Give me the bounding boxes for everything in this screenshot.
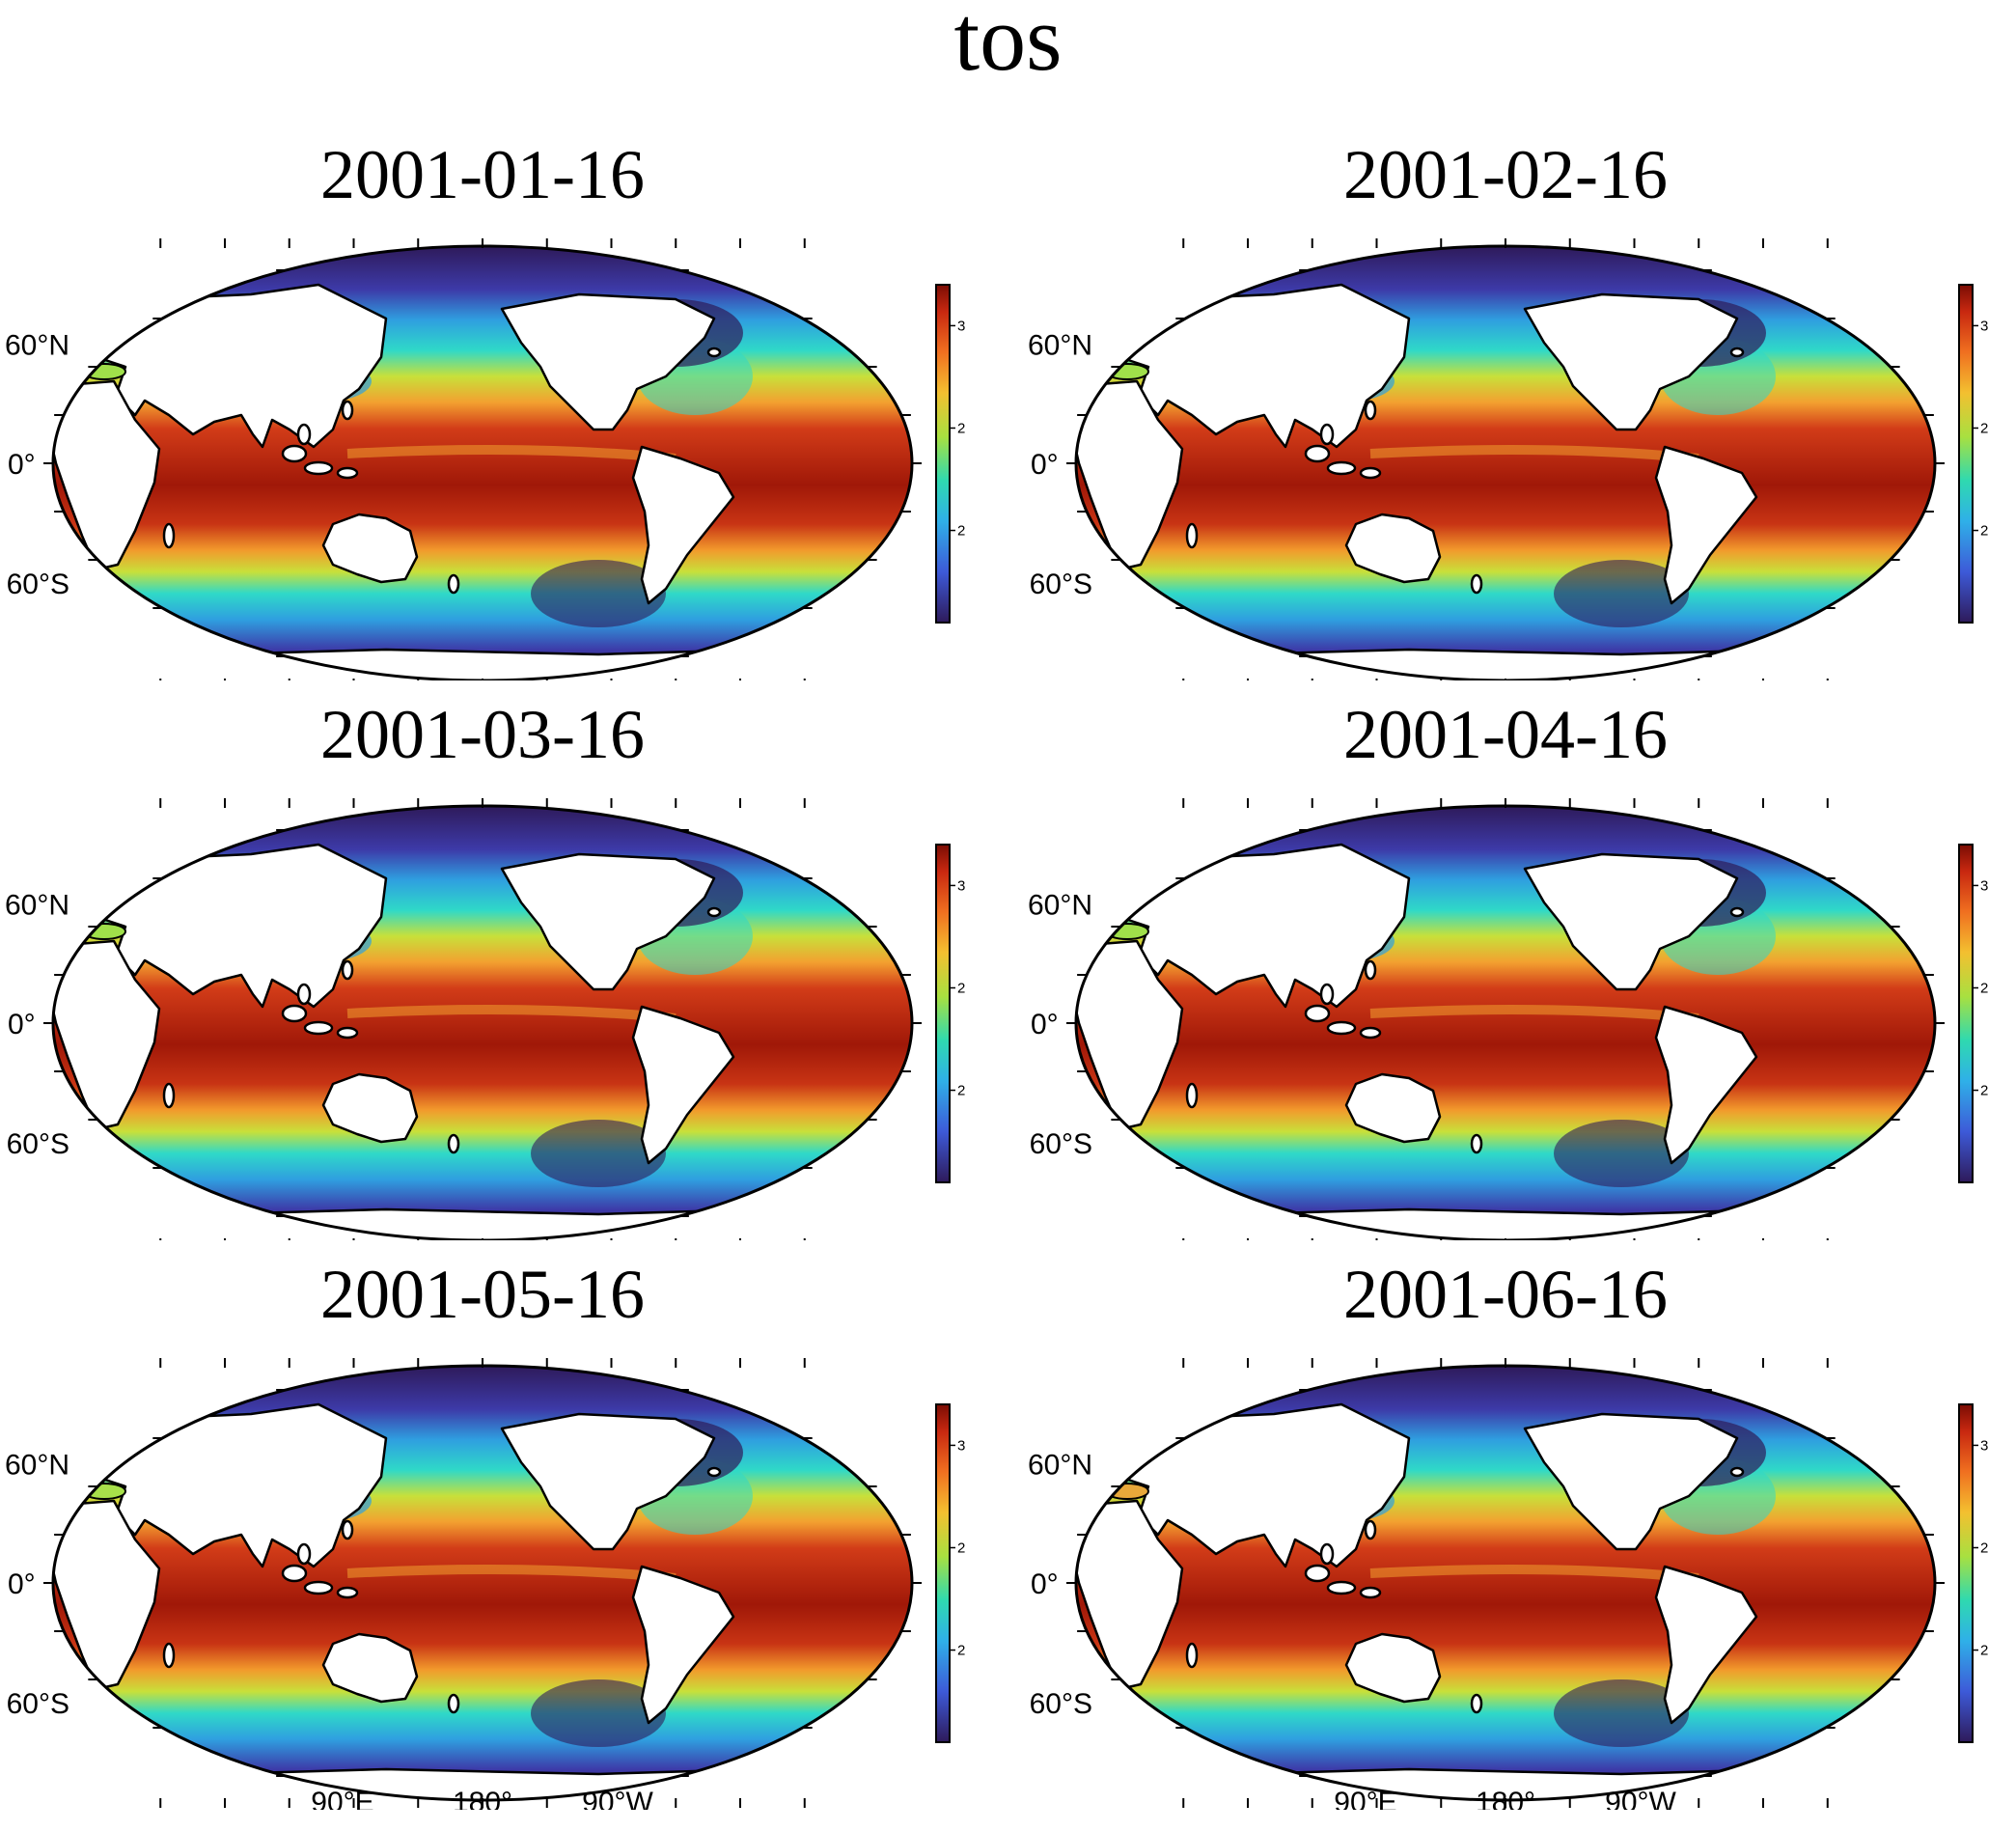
map-panel: 2001-05-1660°N0°60°S90°E180°90°W28029030… <box>0 1260 965 1810</box>
latitude-label: 60°S <box>1030 569 1092 600</box>
colorbar-tick-label: 300 <box>1980 877 1988 894</box>
sst-map: 60°N 0° 60°S 280 290 300 <box>5 798 965 1240</box>
latitude-label: 60°N <box>1028 329 1092 361</box>
panel-date-title: 2001-05-16 <box>320 1256 645 1333</box>
latitude-label: 60°S <box>1030 1688 1092 1720</box>
colorbar-tick-label: 290 <box>957 1540 965 1556</box>
colorbar-tick-label: 290 <box>1980 980 1988 996</box>
colorbar-tick-label: 280 <box>1980 1643 1988 1659</box>
colorbar-tick-label: 280 <box>957 523 965 540</box>
map-panel: 2001-06-1660°N0°60°S90°E180°90°W28029030… <box>1023 1260 1988 1810</box>
latitude-label: 0° <box>8 1009 36 1040</box>
colorbar-tick-label: 280 <box>1980 1083 1988 1099</box>
colorbar-tick-label: 280 <box>957 1643 965 1659</box>
figure-title: tos <box>953 0 1063 90</box>
colorbar-tick-label: 280 <box>1980 523 1988 540</box>
colorbar <box>1958 284 1974 624</box>
latitude-label: 0° <box>8 1568 36 1600</box>
colorbar-tick-label: 290 <box>1980 420 1988 436</box>
longitude-label: 90°W <box>1605 1787 1676 1810</box>
latitude-label: 60°S <box>7 569 69 600</box>
longitude-label: 90°E <box>311 1787 373 1810</box>
latitude-label: 60°S <box>1030 1128 1092 1160</box>
panel-date-title: 2001-06-16 <box>1343 1256 1668 1333</box>
colorbar <box>1958 844 1974 1183</box>
colorbar-tick-label: 300 <box>1980 318 1988 334</box>
longitude-label: 90°W <box>582 1787 653 1810</box>
colorbar <box>935 1403 951 1743</box>
longitude-label: 90°E <box>1334 1787 1396 1810</box>
panel-date-title: 2001-01-16 <box>320 136 645 213</box>
sst-map: 60°N 0° 60°S 280 290 300 <box>1028 798 1988 1240</box>
latitude-label: 60°N <box>5 329 69 361</box>
latitude-label: 60°S <box>7 1688 69 1720</box>
latitude-label: 60°N <box>1028 1449 1092 1481</box>
colorbar-tick-label: 290 <box>1980 1540 1988 1556</box>
latitude-label: 60°S <box>7 1128 69 1160</box>
longitude-label: 180° <box>453 1787 512 1810</box>
latitude-label: 0° <box>1031 1009 1059 1040</box>
sst-map: 60°N 0° 60°S 90°E 180° 90°W 280 290 300 <box>1028 1358 1988 1810</box>
colorbar-tick-label: 300 <box>957 1437 965 1454</box>
longitude-label: 180° <box>1476 1787 1535 1810</box>
latitude-label: 0° <box>8 449 36 481</box>
latitude-label: 60°N <box>1028 889 1092 921</box>
colorbar <box>935 844 951 1183</box>
colorbar-tick-label: 290 <box>957 420 965 436</box>
latitude-label: 60°N <box>5 889 69 921</box>
colorbar-tick-label: 300 <box>957 877 965 894</box>
colorbar-tick-label: 280 <box>957 1083 965 1099</box>
colorbar-tick-label: 290 <box>957 980 965 996</box>
colorbar-tick-label: 300 <box>957 318 965 334</box>
colorbar <box>935 284 951 624</box>
colorbar-tick-label: 300 <box>1980 1437 1988 1454</box>
sst-map: 60°N 0° 60°S 90°E 180° 90°W 280 290 300 <box>5 1358 965 1810</box>
sst-map: 60°N 0° 60°S 280 290 300 <box>5 238 965 680</box>
latitude-label: 0° <box>1031 1568 1059 1600</box>
latitude-label: 0° <box>1031 449 1059 481</box>
panel-date-title: 2001-02-16 <box>1343 136 1668 213</box>
panel-date-title: 2001-03-16 <box>320 696 645 773</box>
colorbar <box>1958 1403 1974 1743</box>
panel-date-title: 2001-04-16 <box>1343 696 1668 773</box>
latitude-label: 60°N <box>5 1449 69 1481</box>
sst-map: 60°N 0° 60°S 280 290 300 <box>1028 238 1988 680</box>
